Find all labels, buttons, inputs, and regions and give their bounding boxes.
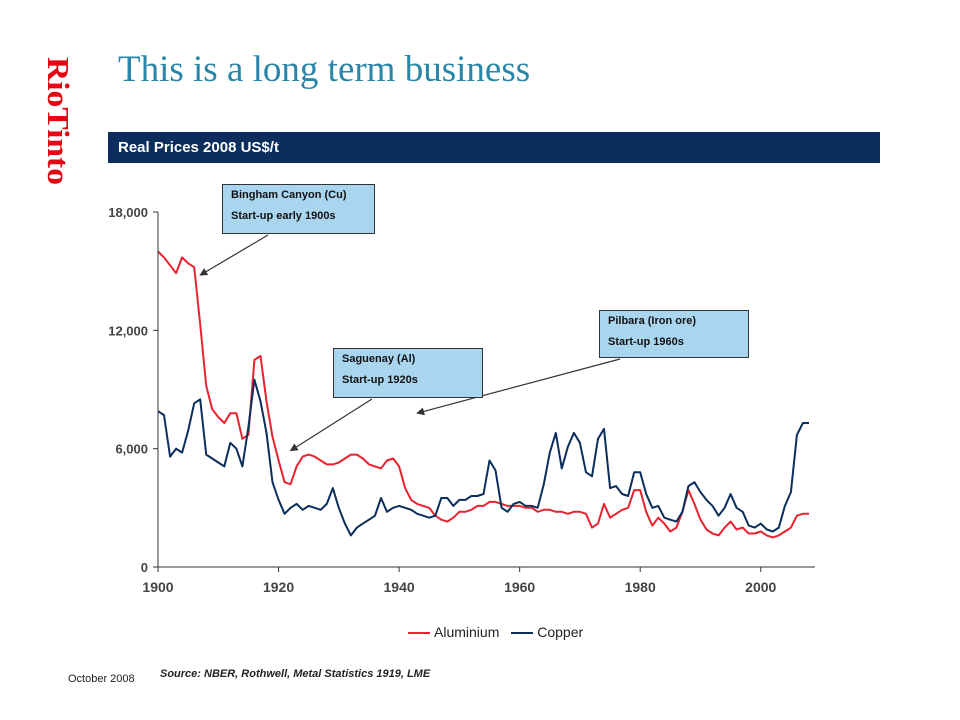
callout-arrow [199,234,269,276]
x-tick-label: 1900 [142,579,173,595]
series-line-aluminium [157,250,809,539]
chart-banner-label: Real Prices 2008 US$/t [118,139,279,156]
source-note: Source: NBER, Rothwell, Metal Statistics… [160,668,431,680]
x-tick-label: 1920 [263,579,294,595]
legend-swatch-aluminium [408,632,430,635]
x-tick-label: 1960 [504,579,535,595]
page-title: This is a long term business [118,49,531,90]
y-tick-label: 6,000 [115,442,148,457]
callout-saguenay: Saguenay (Al) Start-up 1920s [333,348,483,398]
callout-bingham-canyon-startup: Start-up early 1900s [231,210,336,222]
rio-tinto-logo: RioTinto [34,55,82,195]
chart-banner: Real Prices 2008 US$/t [108,132,880,163]
y-tick-label: 0 [141,560,148,575]
x-tick-label: 1980 [625,579,656,595]
series-line-copper [157,378,809,537]
slide-date: October 2008 [68,673,135,685]
y-tick-label: 12,000 [108,323,148,338]
x-tick-label: 2000 [745,579,776,595]
logo-wordmark: RioTinto [41,57,76,185]
callout-pilbara-startup: Start-up 1960s [608,336,684,348]
callout-pilbara-name: Pilbara (Iron ore) [608,315,697,327]
callout-pilbara: Pilbara (Iron ore) Start-up 1960s [599,310,749,358]
callout-arrow [416,358,621,416]
callout-bingham-canyon-name: Bingham Canyon (Cu) [231,189,347,201]
legend-swatch-copper [511,632,534,635]
chart-legend: Aluminium Copper [408,624,591,640]
legend-item-aluminium: Aluminium [408,624,499,640]
callout-bingham-canyon: Bingham Canyon (Cu) Start-up early 1900s [222,184,375,234]
legend-label-aluminium: Aluminium [434,624,500,640]
legend-label-copper: Copper [537,624,584,640]
legend-item-copper: Copper [511,624,583,640]
callout-saguenay-name: Saguenay (Al) [342,353,416,365]
y-tick-label: 18,000 [108,205,148,220]
callout-arrow [289,398,373,452]
callout-saguenay-startup: Start-up 1920s [342,374,418,386]
x-tick-label: 1940 [384,579,415,595]
